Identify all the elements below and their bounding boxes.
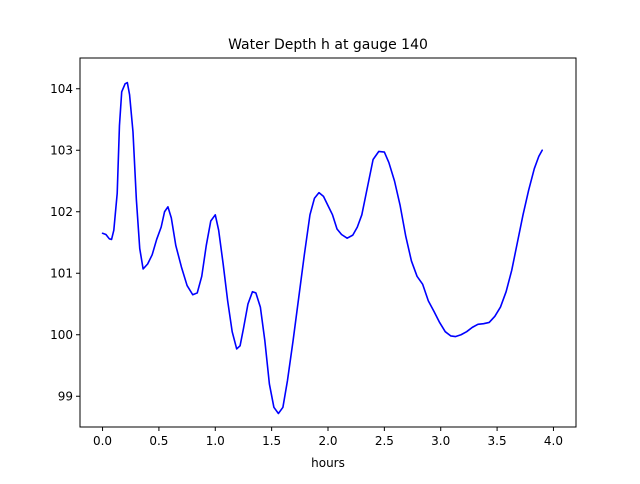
y-tick-label: 104 — [50, 82, 73, 96]
y-tick-label: 101 — [50, 266, 73, 280]
y-tick-label: 102 — [50, 205, 73, 219]
x-tick-label: 0.0 — [93, 434, 112, 448]
x-tick-label: 2.0 — [318, 434, 337, 448]
x-tick-label: 0.5 — [149, 434, 168, 448]
x-tick-label: 1.0 — [206, 434, 225, 448]
x-axis-ticks: 0.0 0.5 1.0 1.5 2.0 2.5 3.0 3.5 4.0 — [93, 427, 563, 448]
x-tick-label: 4.0 — [544, 434, 563, 448]
x-tick-label: 1.5 — [262, 434, 281, 448]
x-tick-label: 3.5 — [488, 434, 507, 448]
x-tick-label: 3.0 — [431, 434, 450, 448]
plot-area-frame — [79, 57, 577, 428]
y-tick-label: 100 — [50, 328, 73, 342]
water-depth-line — [101, 81, 543, 415]
plot-area-background — [80, 58, 576, 427]
x-axis-label: hours — [311, 456, 345, 470]
y-tick-label: 103 — [50, 143, 73, 157]
y-axis-ticks: 99 100 101 102 103 104 — [50, 82, 80, 403]
chart-title: Water Depth h at gauge 140 — [228, 37, 428, 53]
y-tick-label: 99 — [58, 389, 73, 403]
x-tick-label: 2.5 — [375, 434, 394, 448]
